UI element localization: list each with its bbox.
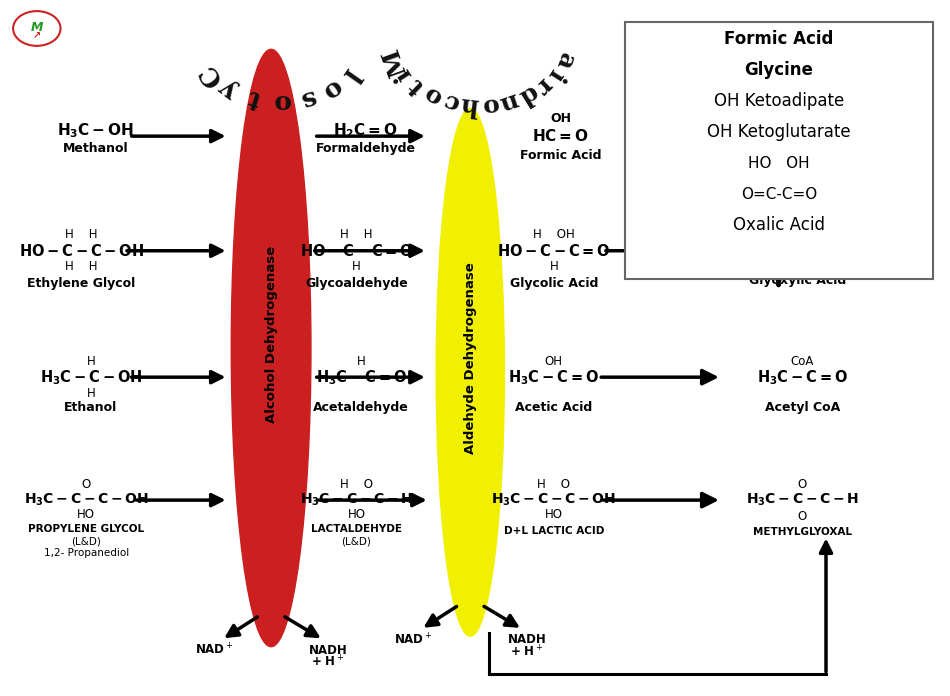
- Text: n: n: [497, 87, 522, 116]
- Text: $\mathbf{H_3C-C=O}$: $\mathbf{H_3C-C=O}$: [508, 367, 599, 386]
- Text: H: H: [357, 356, 366, 368]
- Text: H: H: [86, 387, 95, 400]
- Text: ↗: ↗: [32, 31, 41, 40]
- Text: Glycoaldehyde: Glycoaldehyde: [305, 277, 408, 290]
- Bar: [625, 22, 933, 278]
- Text: d: d: [514, 80, 541, 110]
- Text: r: r: [530, 73, 556, 99]
- Text: Acetyl CoA: Acetyl CoA: [765, 400, 840, 413]
- Text: $\mathbf{H_3C-C-OH}$: $\mathbf{H_3C-C-OH}$: [40, 367, 142, 386]
- Text: $\mathbf{H_3C-C-C-H}$: $\mathbf{H_3C-C-C-H}$: [300, 492, 413, 508]
- Text: Alcohol Dehydrogenase: Alcohol Dehydrogenase: [265, 246, 277, 422]
- Text: s: s: [296, 84, 318, 113]
- Text: OH: OH: [550, 112, 571, 125]
- Text: Formaldehyde: Formaldehyde: [316, 142, 416, 155]
- Text: $\mathbf{HO-C-C=O}$: $\mathbf{HO-C-C=O}$: [299, 243, 413, 259]
- Text: Glycine: Glycine: [745, 61, 813, 79]
- Text: o: o: [480, 92, 500, 118]
- Text: o: o: [317, 74, 346, 104]
- Circle shape: [13, 11, 61, 46]
- Text: PROPYLENE GLYCOL: PROPYLENE GLYCOL: [28, 524, 144, 535]
- Text: o: o: [272, 89, 290, 114]
- Text: $\mathbf{H_3C-C-C-OH}$: $\mathbf{H_3C-C-C-OH}$: [491, 492, 617, 508]
- Text: Glycolic Acid: Glycolic Acid: [509, 277, 598, 290]
- Text: HO: HO: [544, 507, 562, 521]
- Text: H    OH: H OH: [777, 228, 818, 242]
- Text: i: i: [542, 64, 568, 85]
- Text: O: O: [798, 509, 807, 523]
- Text: H    H: H H: [66, 260, 98, 274]
- Text: $\mathbf{HO-C-C=O}$: $\mathbf{HO-C-C=O}$: [497, 243, 611, 259]
- Text: H    H: H H: [66, 228, 98, 242]
- Text: l: l: [337, 63, 364, 86]
- Text: O: O: [798, 478, 807, 491]
- Text: + H$^+$: + H$^+$: [312, 654, 345, 670]
- Text: y: y: [216, 74, 243, 104]
- Text: 1,2- Propanediol: 1,2- Propanediol: [44, 548, 129, 558]
- Text: H    H: H H: [340, 228, 372, 242]
- Text: Ethanol: Ethanol: [65, 400, 118, 413]
- Text: Aldehyde Dehydrogenase: Aldehyde Dehydrogenase: [464, 262, 477, 454]
- Text: + H$^+$: + H$^+$: [510, 644, 544, 659]
- Text: Acetaldehyde: Acetaldehyde: [314, 400, 409, 413]
- Text: M: M: [30, 21, 43, 33]
- Text: o: o: [419, 81, 446, 109]
- Text: $\mathbf{H_2C=O}$: $\mathbf{H_2C=O}$: [333, 121, 398, 140]
- Text: H    O: H O: [340, 478, 373, 491]
- Text: Oxalic Acid: Oxalic Acid: [733, 216, 825, 234]
- Text: (L&D): (L&D): [71, 536, 101, 546]
- Text: Acetic Acid: Acetic Acid: [515, 400, 593, 413]
- Text: $\mathbf{O=C-C=O}$: $\mathbf{O=C-C=O}$: [747, 243, 848, 259]
- Text: NADH: NADH: [309, 644, 348, 656]
- Ellipse shape: [436, 109, 504, 636]
- Text: NADH: NADH: [508, 633, 546, 647]
- Text: t: t: [404, 73, 429, 99]
- Text: t: t: [244, 84, 263, 112]
- Text: (L&D): (L&D): [342, 536, 371, 546]
- Text: O=C-C=O: O=C-C=O: [741, 187, 817, 202]
- Text: H: H: [549, 260, 559, 274]
- Text: HO   OH: HO OH: [749, 155, 809, 171]
- Text: Formic Acid: Formic Acid: [724, 30, 834, 48]
- Text: $\mathbf{H_3C-C=O}$: $\mathbf{H_3C-C=O}$: [757, 367, 847, 386]
- Text: METHYLGLYOXAL: METHYLGLYOXAL: [752, 527, 852, 537]
- Text: C: C: [195, 59, 227, 90]
- Text: HO: HO: [348, 507, 366, 521]
- Text: NAD$^+$: NAD$^+$: [195, 642, 234, 658]
- Text: CoA: CoA: [790, 356, 814, 368]
- Text: Methanol: Methanol: [63, 142, 128, 155]
- Text: NAD$^+$: NAD$^+$: [394, 632, 432, 647]
- Text: $\mathbf{H_3C-C-C-OH}$: $\mathbf{H_3C-C-C-OH}$: [24, 492, 148, 508]
- Text: OH Ketoglutarate: OH Ketoglutarate: [707, 123, 851, 141]
- Text: a: a: [550, 50, 579, 73]
- Text: H: H: [352, 260, 361, 274]
- Text: OH Ketoadipate: OH Ketoadipate: [713, 92, 845, 110]
- Text: Formic Acid: Formic Acid: [520, 149, 601, 162]
- Text: $\mathbf{H_3C-C-C-H}$: $\mathbf{H_3C-C-C-H}$: [746, 492, 859, 508]
- Text: D+L LACTIC ACID: D+L LACTIC ACID: [504, 525, 604, 536]
- Text: c: c: [439, 88, 462, 115]
- Text: H    OH: H OH: [533, 228, 575, 242]
- Text: $\mathbf{HC=O}$: $\mathbf{HC=O}$: [532, 128, 589, 144]
- Text: $\mathbf{HO-C-C-OH}$: $\mathbf{HO-C-C-OH}$: [19, 243, 144, 259]
- Text: H    O: H O: [538, 478, 570, 491]
- Text: $\mathbf{H_3C-C=O}$: $\mathbf{H_3C-C=O}$: [315, 367, 407, 386]
- Ellipse shape: [231, 49, 311, 647]
- Text: h: h: [460, 92, 480, 118]
- Text: M: M: [379, 45, 411, 79]
- Text: $\mathbf{H_3C-OH}$: $\mathbf{H_3C-OH}$: [57, 121, 134, 140]
- Text: H: H: [86, 356, 95, 368]
- Text: Glyoxylic Acid: Glyoxylic Acid: [749, 274, 846, 287]
- Text: OH: OH: [544, 356, 562, 368]
- Text: O: O: [82, 478, 91, 491]
- Text: i: i: [391, 64, 417, 85]
- Text: Ethylene Glycol: Ethylene Glycol: [28, 277, 136, 290]
- Text: HO: HO: [77, 507, 95, 521]
- Text: LACTALDEHYDE: LACTALDEHYDE: [311, 524, 402, 535]
